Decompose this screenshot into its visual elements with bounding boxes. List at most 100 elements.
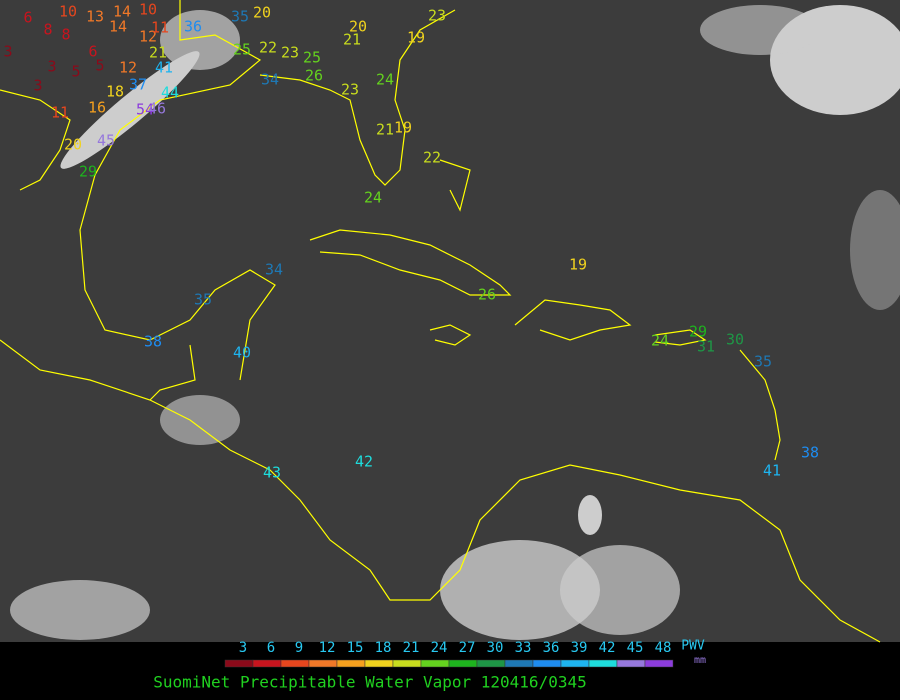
station-value: 19 bbox=[394, 119, 412, 137]
station-value: 30 bbox=[726, 331, 744, 349]
station-value: 3 bbox=[3, 43, 12, 61]
station-value: 12 bbox=[139, 28, 157, 46]
station-value: 29 bbox=[79, 163, 97, 181]
station-value: 43 bbox=[263, 464, 281, 482]
legend-swatch bbox=[420, 659, 450, 668]
station-value: 21 bbox=[149, 44, 167, 62]
station-value: 5 bbox=[95, 57, 104, 75]
legend-swatch bbox=[364, 659, 394, 668]
station-value: 45 bbox=[97, 132, 115, 150]
station-value: 12 bbox=[119, 59, 137, 77]
legend-swatch bbox=[476, 659, 506, 668]
station-value: 38 bbox=[801, 444, 819, 462]
station-value: 38 bbox=[144, 333, 162, 351]
station-value: 18 bbox=[106, 83, 124, 101]
station-value: 36 bbox=[184, 18, 202, 36]
legend-tick-label: 33 bbox=[515, 640, 532, 656]
legend-tick-label: 18 bbox=[375, 640, 392, 656]
station-value: 8 bbox=[43, 21, 52, 39]
legend-tick-label: 30 bbox=[487, 640, 504, 656]
station-value: 20 bbox=[349, 18, 367, 36]
station-value: 41 bbox=[763, 462, 781, 480]
title: SuomiNet Precipitable Water Vapor 120416… bbox=[153, 673, 586, 692]
station-value: 42 bbox=[355, 453, 373, 471]
station-value: 35 bbox=[754, 353, 772, 371]
station-value: 25 bbox=[303, 49, 321, 67]
station-value: 19 bbox=[407, 29, 425, 47]
station-value: 3 bbox=[47, 58, 56, 76]
station-value: 6 bbox=[88, 43, 97, 61]
station-value: 24 bbox=[376, 71, 394, 89]
station-value: 22 bbox=[259, 39, 277, 57]
station-value: 20 bbox=[64, 136, 82, 154]
legend-swatch bbox=[532, 659, 562, 668]
station-value: 6 bbox=[23, 9, 32, 27]
legend-swatch bbox=[588, 659, 618, 668]
legend-swatch bbox=[448, 659, 478, 668]
legend-tick-label: 12 bbox=[319, 640, 336, 656]
station-value: 20 bbox=[253, 4, 271, 22]
station-value: 40 bbox=[233, 344, 251, 362]
station-value: 24 bbox=[651, 332, 669, 350]
legend-tick-label: 15 bbox=[347, 640, 364, 656]
station-value: 19 bbox=[569, 256, 587, 274]
legend-tick-label: 21 bbox=[403, 640, 420, 656]
station-value: 10 bbox=[139, 1, 157, 19]
legend-swatch bbox=[504, 659, 534, 668]
legend-tick-label: 27 bbox=[459, 640, 476, 656]
legend-tick-label: 48 bbox=[655, 640, 672, 656]
station-value: 35 bbox=[231, 8, 249, 26]
station-value: 21 bbox=[376, 121, 394, 139]
station-value: 54 bbox=[136, 101, 154, 119]
station-value: 24 bbox=[364, 189, 382, 207]
station-value: 23 bbox=[341, 81, 359, 99]
legend-tick-label: 45 bbox=[627, 640, 644, 656]
legend-tick-label: 39 bbox=[571, 640, 588, 656]
station-value: 11 bbox=[51, 104, 69, 122]
station-value: 29 bbox=[689, 323, 707, 341]
legend-swatch bbox=[336, 659, 366, 668]
legend-swatch bbox=[644, 659, 674, 668]
legend-swatch bbox=[392, 659, 422, 668]
coastlines bbox=[0, 0, 881, 643]
legend-tick-label: 3 bbox=[239, 640, 247, 656]
station-value: 46 bbox=[148, 100, 166, 118]
legend-swatch bbox=[308, 659, 338, 668]
station-value: 26 bbox=[478, 286, 496, 304]
station-value: 5 bbox=[71, 63, 80, 81]
station-value: 26 bbox=[305, 67, 323, 85]
legend-swatch bbox=[560, 659, 590, 668]
station-value: 8 bbox=[61, 26, 70, 44]
legend-tick-label: 9 bbox=[295, 640, 303, 656]
legend-swatch bbox=[280, 659, 310, 668]
legend-tick-label: 42 bbox=[599, 640, 616, 656]
station-value: 34 bbox=[261, 71, 279, 89]
legend-unit: mm bbox=[694, 655, 706, 666]
station-value: 16 bbox=[88, 99, 106, 117]
station-value: 44 bbox=[161, 84, 179, 102]
station-value: 10 bbox=[59, 3, 77, 21]
station-value: 21 bbox=[343, 31, 361, 49]
legend-swatch bbox=[224, 659, 254, 668]
station-value: 37 bbox=[129, 76, 147, 94]
legend-swatch bbox=[616, 659, 646, 668]
station-value: 25 bbox=[233, 41, 251, 59]
legend-tick-label: 6 bbox=[267, 640, 275, 656]
station-value: 41 bbox=[155, 59, 173, 77]
station-value: 31 bbox=[697, 338, 715, 356]
station-value: 11 bbox=[151, 19, 169, 37]
station-value: 14 bbox=[113, 3, 131, 21]
station-value: 35 bbox=[194, 291, 212, 309]
station-value: 23 bbox=[428, 7, 446, 25]
station-value: 13 bbox=[86, 8, 104, 26]
legend-swatch bbox=[252, 659, 282, 668]
station-value: 14 bbox=[109, 18, 127, 36]
station-value: 3 bbox=[33, 77, 42, 95]
clouds bbox=[10, 5, 900, 640]
station-value: 22 bbox=[423, 149, 441, 167]
station-value: 34 bbox=[265, 261, 283, 279]
legend-tick-label: 24 bbox=[431, 640, 448, 656]
legend-tick-label: 36 bbox=[543, 640, 560, 656]
